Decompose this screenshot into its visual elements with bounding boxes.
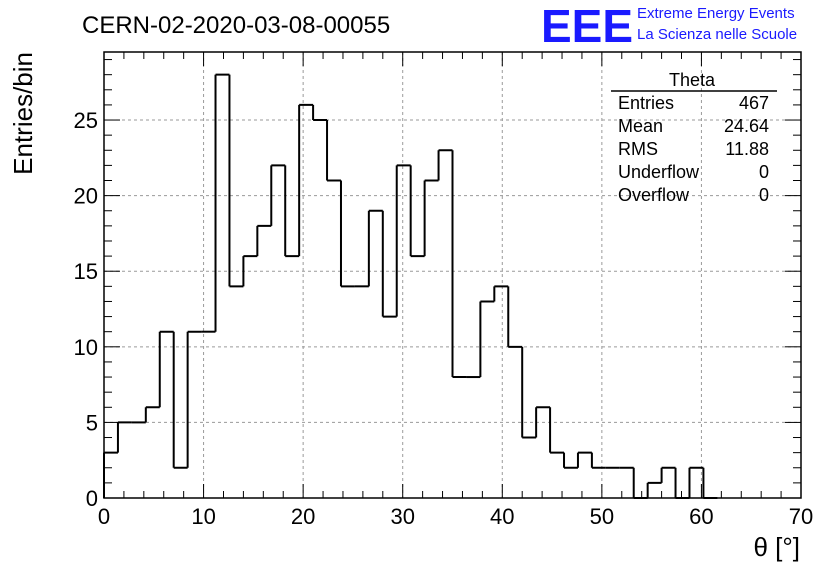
stats-value: 24.64 <box>724 116 769 136</box>
histogram-bin <box>186 330 202 468</box>
histogram-bin <box>507 286 523 348</box>
histogram-bin <box>381 210 397 318</box>
tick-labels: 0 10 20 30 40 50 60 70 0 5 10 15 20 25 <box>74 108 814 529</box>
histogram-bin <box>367 209 383 287</box>
stats-value: 0 <box>759 185 769 205</box>
y-tick-label: 20 <box>74 184 98 209</box>
x-tick-label: 30 <box>390 504 414 529</box>
stats-value: 11.88 <box>725 139 769 159</box>
histogram-bin <box>493 285 509 302</box>
stats-value: 467 <box>739 93 769 113</box>
stats-label: Underflow <box>618 162 700 182</box>
stats-rows: Entries 467 Mean 24.64 RMS 11.88 Underflow 0 Ove… <box>618 93 769 205</box>
histogram-bin <box>103 451 118 498</box>
y-tick-label: 5 <box>86 410 98 435</box>
histogram-bin <box>172 331 188 469</box>
logo-line-2: La Scienza nelle Scuole <box>637 26 797 43</box>
histogram-bin <box>228 74 244 288</box>
histogram-bin <box>646 481 662 498</box>
histogram-bin <box>479 300 495 378</box>
histogram-bin <box>535 406 551 438</box>
histogram-bin <box>395 164 411 317</box>
histogram-bin <box>298 103 314 257</box>
x-tick-label: 20 <box>291 504 315 529</box>
stats-label: Mean <box>618 116 663 136</box>
histogram-bin <box>702 467 718 499</box>
chart-title: CERN-02-2020-03-08-00055 <box>82 12 390 39</box>
histogram-bin <box>451 150 467 379</box>
histogram-bin <box>409 165 425 258</box>
y-tick-label: 10 <box>74 335 98 360</box>
x-tick-label: 10 <box>191 504 215 529</box>
stats-label: RMS <box>618 139 658 159</box>
histogram-bin <box>632 467 648 499</box>
y-tick-label: 15 <box>74 259 98 284</box>
x-tick-label: 70 <box>789 504 813 529</box>
histogram-bin <box>214 73 230 332</box>
histogram-bin <box>270 164 286 226</box>
histogram-bin <box>144 406 160 423</box>
histogram-bin <box>521 346 537 439</box>
histogram-bin <box>256 224 272 257</box>
histogram-bin <box>660 466 676 483</box>
stats-label: Overflow <box>618 185 690 205</box>
logo-line-1: Extreme Energy Events <box>637 5 795 22</box>
x-tick-label: 60 <box>689 504 713 529</box>
histogram-bin <box>437 149 453 181</box>
histogram-bin <box>242 255 258 287</box>
histogram-bin <box>116 421 132 453</box>
y-axis-label: Entries/bin <box>8 52 38 175</box>
x-tick-label: 40 <box>490 504 514 529</box>
histogram-bin <box>312 104 328 122</box>
stats-box: Theta Entries 467 Mean 24.64 RMS 11.88 Underfl… <box>611 70 777 205</box>
logo-mark: EEE <box>541 0 633 52</box>
x-tick-label: 0 <box>98 504 110 529</box>
histogram-bin <box>423 179 439 257</box>
eee-logo: EEE Extreme Energy Events La Scienza nel… <box>541 0 797 52</box>
y-tick-label: 0 <box>86 486 98 511</box>
histogram-bin <box>284 165 300 258</box>
axis-ticks <box>103 52 802 499</box>
y-tick-label: 25 <box>74 108 98 133</box>
x-tick-label: 50 <box>590 504 614 529</box>
stats-label: Entries <box>618 93 674 113</box>
histogram-bin <box>158 330 174 408</box>
histogram-bin <box>563 452 578 469</box>
histogram-bin <box>549 407 565 454</box>
stats-value: 0 <box>759 162 769 182</box>
histogram-bars <box>103 73 718 499</box>
histogram-bin <box>576 451 592 468</box>
histogram-bin <box>326 120 341 182</box>
stats-box-title: Theta <box>669 70 716 90</box>
histogram-bin <box>674 467 690 499</box>
histogram-bin <box>339 180 355 288</box>
histogram-bin <box>590 452 606 469</box>
plot-frame <box>103 51 802 499</box>
histogram-bin <box>688 466 704 498</box>
x-axis-label: θ [°] <box>753 532 800 562</box>
